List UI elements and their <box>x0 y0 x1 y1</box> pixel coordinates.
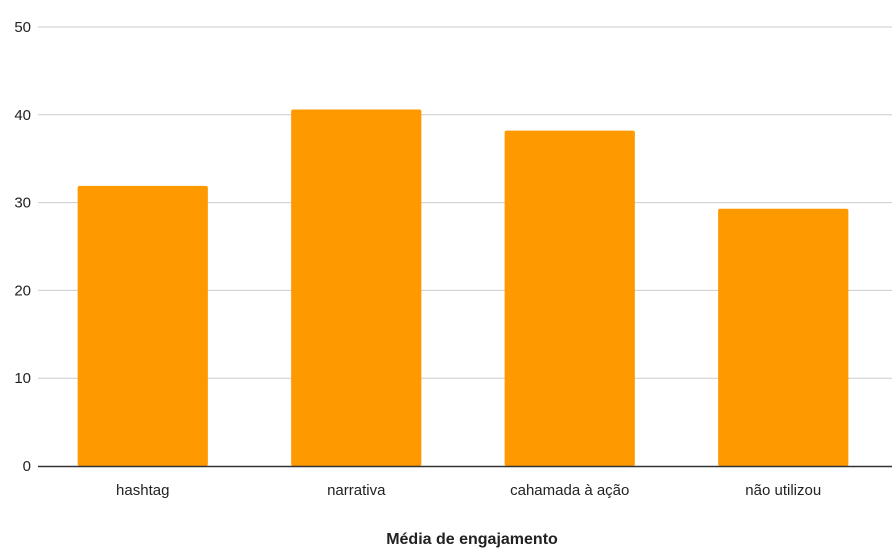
y-tick-label: 20 <box>14 282 31 299</box>
x-axis-title: Média de engajamento <box>386 531 558 548</box>
bar <box>291 109 422 467</box>
x-tick-label: narrativa <box>327 482 386 499</box>
bars <box>77 109 849 467</box>
bar <box>718 208 849 466</box>
y-tick-label: 30 <box>14 195 31 212</box>
x-tick-label: cahamada à ação <box>510 482 629 499</box>
bar <box>77 185 208 466</box>
y-axis-ticks: 0 10 20 30 40 50 <box>14 19 31 475</box>
y-tick-label: 0 <box>23 458 31 475</box>
x-tick-label: não utilizou <box>745 482 821 499</box>
bar <box>504 130 635 466</box>
y-tick-label: 10 <box>14 370 31 387</box>
x-axis-categories: hashtag narrativa cahamada à ação não utili… <box>116 482 821 499</box>
y-tick-label: 40 <box>14 107 31 124</box>
y-tick-label: 50 <box>14 19 31 36</box>
x-tick-label: hashtag <box>116 482 169 499</box>
